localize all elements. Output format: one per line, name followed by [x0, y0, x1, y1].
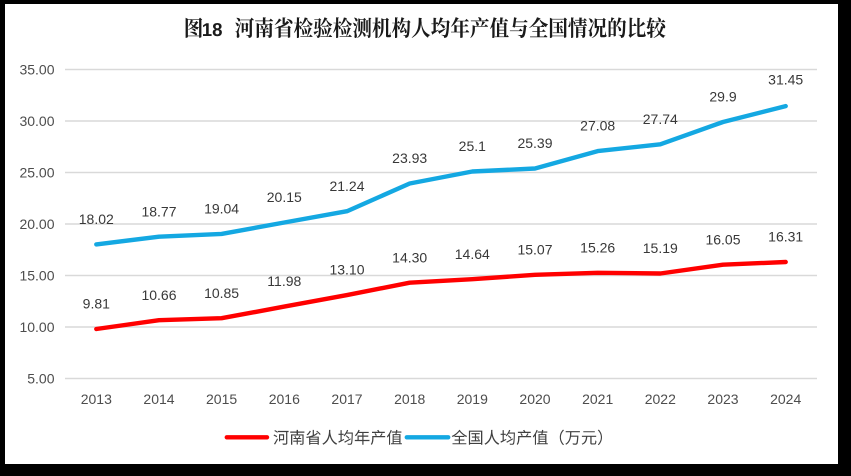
svg-text:2017: 2017 — [331, 391, 362, 407]
svg-text:2016: 2016 — [269, 391, 300, 407]
svg-text:14.64: 14.64 — [455, 246, 490, 262]
svg-text:35.00: 35.00 — [19, 62, 54, 78]
svg-text:11.98: 11.98 — [267, 273, 301, 289]
svg-text:19.04: 19.04 — [204, 201, 239, 217]
svg-text:30.00: 30.00 — [19, 113, 54, 129]
svg-text:9.81: 9.81 — [83, 296, 110, 312]
svg-text:2023: 2023 — [707, 391, 738, 407]
svg-text:10.66: 10.66 — [141, 287, 176, 303]
svg-text:2014: 2014 — [143, 391, 174, 407]
svg-text:16.31: 16.31 — [768, 229, 803, 245]
svg-text:2013: 2013 — [81, 391, 112, 407]
svg-text:10.00: 10.00 — [19, 319, 54, 335]
svg-text:10.85: 10.85 — [204, 285, 239, 301]
svg-text:2018: 2018 — [394, 391, 425, 407]
svg-text:29.9: 29.9 — [709, 89, 736, 105]
svg-text:18.77: 18.77 — [141, 203, 176, 219]
svg-text:23.93: 23.93 — [392, 150, 427, 166]
svg-text:27.08: 27.08 — [580, 118, 615, 134]
svg-text:5.00: 5.00 — [27, 371, 54, 387]
svg-text:13.10: 13.10 — [329, 262, 364, 278]
svg-text:20.15: 20.15 — [267, 189, 302, 205]
svg-text:25.00: 25.00 — [19, 165, 54, 181]
svg-text:21.24: 21.24 — [329, 178, 364, 194]
svg-text:15.19: 15.19 — [643, 240, 678, 256]
svg-text:25.39: 25.39 — [517, 135, 552, 151]
svg-text:27.74: 27.74 — [643, 111, 678, 127]
svg-text:14.30: 14.30 — [392, 249, 427, 265]
svg-text:25.1: 25.1 — [459, 138, 486, 154]
svg-text:20.00: 20.00 — [19, 216, 54, 232]
svg-text:2015: 2015 — [206, 391, 237, 407]
svg-text:15.26: 15.26 — [580, 239, 615, 255]
svg-text:18.02: 18.02 — [79, 211, 114, 227]
svg-text:2021: 2021 — [582, 391, 613, 407]
svg-text:31.45: 31.45 — [768, 71, 803, 87]
svg-text:2024: 2024 — [770, 391, 801, 407]
svg-text:2019: 2019 — [457, 391, 488, 407]
svg-text:2022: 2022 — [645, 391, 676, 407]
svg-text:15.00: 15.00 — [19, 268, 54, 284]
svg-text:15.07: 15.07 — [517, 241, 552, 257]
svg-text:16.05: 16.05 — [705, 231, 740, 247]
svg-text:2020: 2020 — [519, 391, 550, 407]
